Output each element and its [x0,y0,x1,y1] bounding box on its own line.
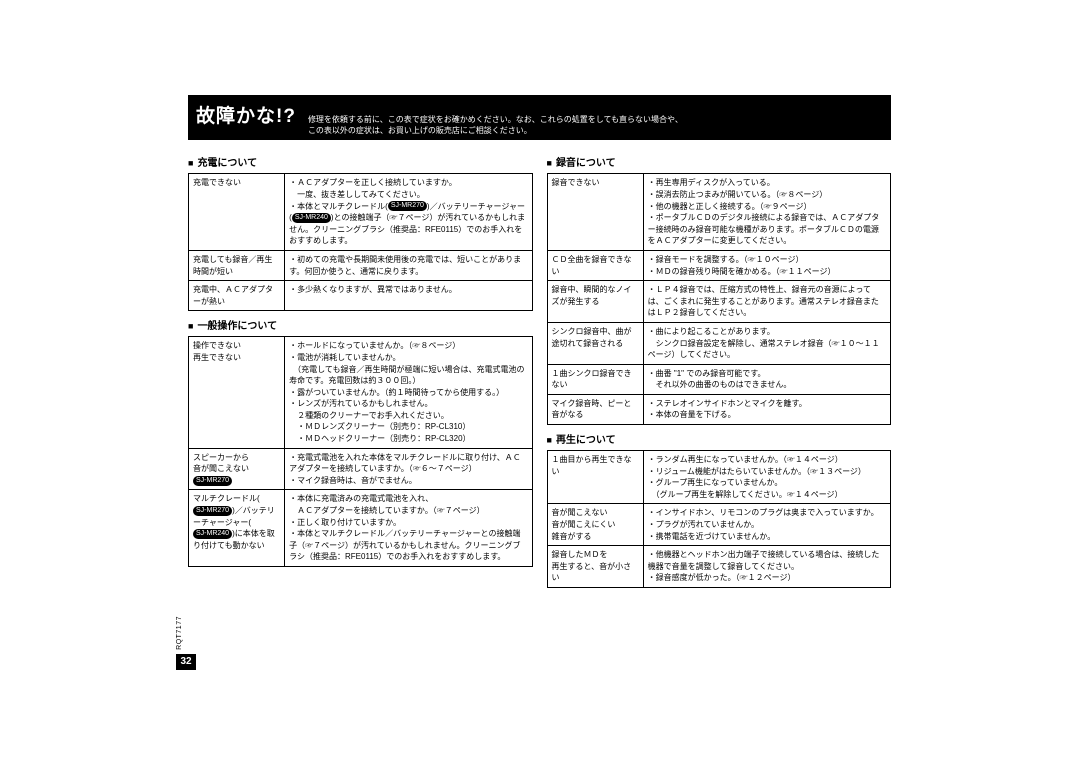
symptom-cell: 操作できない再生できない [189,337,285,448]
header-subtitle: 修理を依頼する前に、この表で症状をお確かめください。なお、これらの処置をしても直… [308,114,683,136]
symptom-cell: 録音できない [547,174,643,251]
troubleshoot-table: １曲目から再生できない・ランダム再生になっていませんか。（☞１４ページ）・リジュ… [547,450,892,588]
cause-cell: ・録音モードを調整する。（☞１０ページ）・ＭＤの録音残り時間を確かめる。（☞１１… [643,250,890,280]
table-row: マルチクレードル(SJ-MR270)／バッテリーチャージャー(SJ-MR240)… [189,490,533,567]
section-heading: 充電について [188,154,533,169]
table-row: 音が聞こえない音が聞こえにくい雑音がする・インサイドホン、リモコンのプラグは奥ま… [547,504,891,546]
cause-cell: ・再生専用ディスクが入っている。・誤消去防止つまみが開いている。（☞８ページ）・… [643,174,890,251]
table-row: １曲シンクロ録音できない・曲番 "1" でのみ録音可能です。 それ以外の曲番のも… [547,364,891,394]
cause-cell: ・ステレオインサイドホンとマイクを離す。・本体の音量を下げる。 [643,394,890,424]
page-title: 故障かな!? [196,101,296,128]
cause-cell: ・ランダム再生になっていませんか。（☞１４ページ）・リジューム機能がはたらいてい… [643,451,890,504]
table-row: マイク録音時、ピーと音がなる・ステレオインサイドホンとマイクを離す。・本体の音量… [547,394,891,424]
header-bar: 故障かな!? 修理を依頼する前に、この表で症状をお確かめください。なお、これらの… [188,95,891,140]
cause-cell: ・本体に充電済みの充電式電池を入れ、 ＡＣアダプターを接続していますか。（☞７ペ… [285,490,532,567]
symptom-cell: 音が聞こえない音が聞こえにくい雑音がする [547,504,643,546]
page-number: 32 [176,654,196,670]
table-row: 録音したＭＤを再生すると、音が小さい・他機器とヘッドホン出力端子で接続している場… [547,546,891,588]
symptom-cell: 録音中、瞬間的なノイズが発生する [547,281,643,323]
section-heading: 再生について [547,431,892,446]
cause-cell: ・初めての充電や長期間未使用後の充電では、短いことがあります。何回か使うと、通常… [285,250,532,280]
section-heading: 一般操作について [188,317,533,332]
symptom-cell: マイク録音時、ピーと音がなる [547,394,643,424]
section-heading: 録音について [547,154,892,169]
symptom-cell: 録音したＭＤを再生すると、音が小さい [547,546,643,588]
table-row: 録音できない・再生専用ディスクが入っている。・誤消去防止つまみが開いている。（☞… [547,174,891,251]
troubleshoot-table: 充電できない・ＡＣアダプターを正しく接続していますか。 一度、抜き差ししてみてく… [188,173,533,311]
symptom-cell: １曲目から再生できない [547,451,643,504]
symptom-cell: ＣＤ全曲を録音できない [547,250,643,280]
table-row: シンクロ録音中、曲が途切れて録音される・曲により起こることがあります。 シンクロ… [547,322,891,364]
cause-cell: ・曲により起こることがあります。 シンクロ録音設定を解除し、通常ステレオ録音（☞… [643,322,890,364]
symptom-cell: １曲シンクロ録音できない [547,364,643,394]
table-row: スピーカーから音が聞こえないSJ-MR270・充電式電池を入れた本体をマルチクレ… [189,448,533,490]
cause-cell: ・ＡＣアダプターを正しく接続していますか。 一度、抜き差ししてみてください。・本… [285,174,532,251]
content-columns: 充電について充電できない・ＡＣアダプターを正しく接続していますか。 一度、抜き差… [188,140,891,588]
cause-cell: ・ホールドになっていませんか。（☞８ページ）・電池が消耗していませんか。 （充電… [285,337,532,448]
symptom-cell: マルチクレードル(SJ-MR270)／バッテリーチャージャー(SJ-MR240)… [189,490,285,567]
cause-cell: ・他機器とヘッドホン出力端子で接続している場合は、接続した機器で音量を調整して録… [643,546,890,588]
table-row: 録音中、瞬間的なノイズが発生する・ＬＰ４録音では、圧縮方式の特性上、録音元の音源… [547,281,891,323]
symptom-cell: 充電中、ＡＣアダプターが熱い [189,281,285,311]
cause-cell: ・曲番 "1" でのみ録音可能です。 それ以外の曲番のものはできません。 [643,364,890,394]
table-row: 操作できない再生できない・ホールドになっていませんか。（☞８ページ）・電池が消耗… [189,337,533,448]
left-column: 充電について充電できない・ＡＣアダプターを正しく接続していますか。 一度、抜き差… [188,148,533,588]
symptom-cell: シンクロ録音中、曲が途切れて録音される [547,322,643,364]
cause-cell: ・充電式電池を入れた本体をマルチクレードルに取り付け、ＡＣアダプターを接続してい… [285,448,532,490]
table-row: 充電しても録音／再生時間が短い・初めての充電や長期間未使用後の充電では、短いこと… [189,250,533,280]
cause-cell: ・ＬＰ４録音では、圧縮方式の特性上、録音元の音源によっては、ごくまれに発生するこ… [643,281,890,323]
symptom-cell: 充電しても録音／再生時間が短い [189,250,285,280]
document-code: RQT7177 [176,616,183,650]
table-row: ＣＤ全曲を録音できない・録音モードを調整する。（☞１０ページ）・ＭＤの録音残り時… [547,250,891,280]
manual-page: 故障かな!? 修理を依頼する前に、この表で症状をお確かめください。なお、これらの… [188,95,891,668]
table-row: １曲目から再生できない・ランダム再生になっていませんか。（☞１４ページ）・リジュ… [547,451,891,504]
cause-cell: ・インサイドホン、リモコンのプラグは奥まで入っていますか。・プラグが汚れていませ… [643,504,890,546]
table-row: 充電中、ＡＣアダプターが熱い・多少熱くなりますが、異常ではありません。 [189,281,533,311]
troubleshoot-table: 録音できない・再生専用ディスクが入っている。・誤消去防止つまみが開いている。（☞… [547,173,892,425]
right-column: 録音について録音できない・再生専用ディスクが入っている。・誤消去防止つまみが開い… [547,148,892,588]
table-row: 充電できない・ＡＣアダプターを正しく接続していますか。 一度、抜き差ししてみてく… [189,174,533,251]
cause-cell: ・多少熱くなりますが、異常ではありません。 [285,281,532,311]
symptom-cell: 充電できない [189,174,285,251]
troubleshoot-table: 操作できない再生できない・ホールドになっていませんか。（☞８ページ）・電池が消耗… [188,336,533,567]
symptom-cell: スピーカーから音が聞こえないSJ-MR270 [189,448,285,490]
